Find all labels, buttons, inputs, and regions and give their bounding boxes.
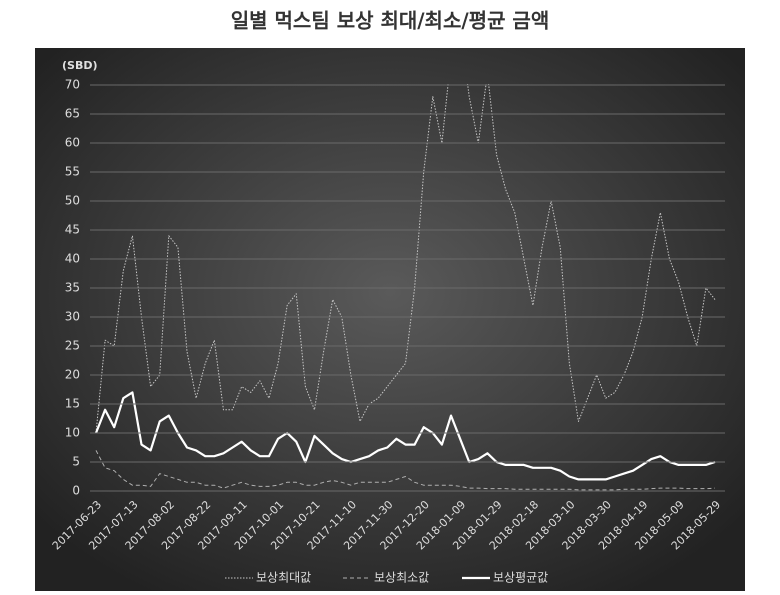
plot-area (94, 84, 716, 491)
y-tick-label: 60 (65, 136, 80, 150)
y-tick-label: 50 (65, 194, 80, 208)
y-tick-label: 20 (65, 368, 80, 382)
y-tick-label: 40 (65, 252, 80, 266)
y-tick-label: 30 (65, 310, 80, 324)
y-tick-label: 70 (65, 78, 80, 92)
legend-label: 보상최소값 (374, 571, 429, 585)
chart-title: 일별 먹스팀 보상 최대/최소/평균 금액 (231, 9, 549, 33)
y-tick-label: 35 (65, 281, 80, 295)
y-tick-label: 45 (65, 223, 80, 237)
y-tick-label: 65 (65, 107, 80, 121)
series-line (94, 391, 716, 481)
y-tick-label: 5 (72, 455, 80, 469)
y-tick-label: 25 (65, 339, 80, 353)
y-tick-label: 55 (65, 165, 80, 179)
series-line (95, 84, 716, 434)
chart-panel (35, 48, 745, 591)
y-tick-label: 15 (65, 397, 80, 411)
y-axis-label: (SBD) (62, 59, 98, 72)
legend-label: 보상평균값 (493, 571, 548, 585)
legend-label: 보상최대값 (256, 571, 311, 585)
series-line (95, 450, 716, 491)
y-tick-label: 10 (65, 426, 80, 440)
y-tick-label: 0 (72, 484, 80, 498)
